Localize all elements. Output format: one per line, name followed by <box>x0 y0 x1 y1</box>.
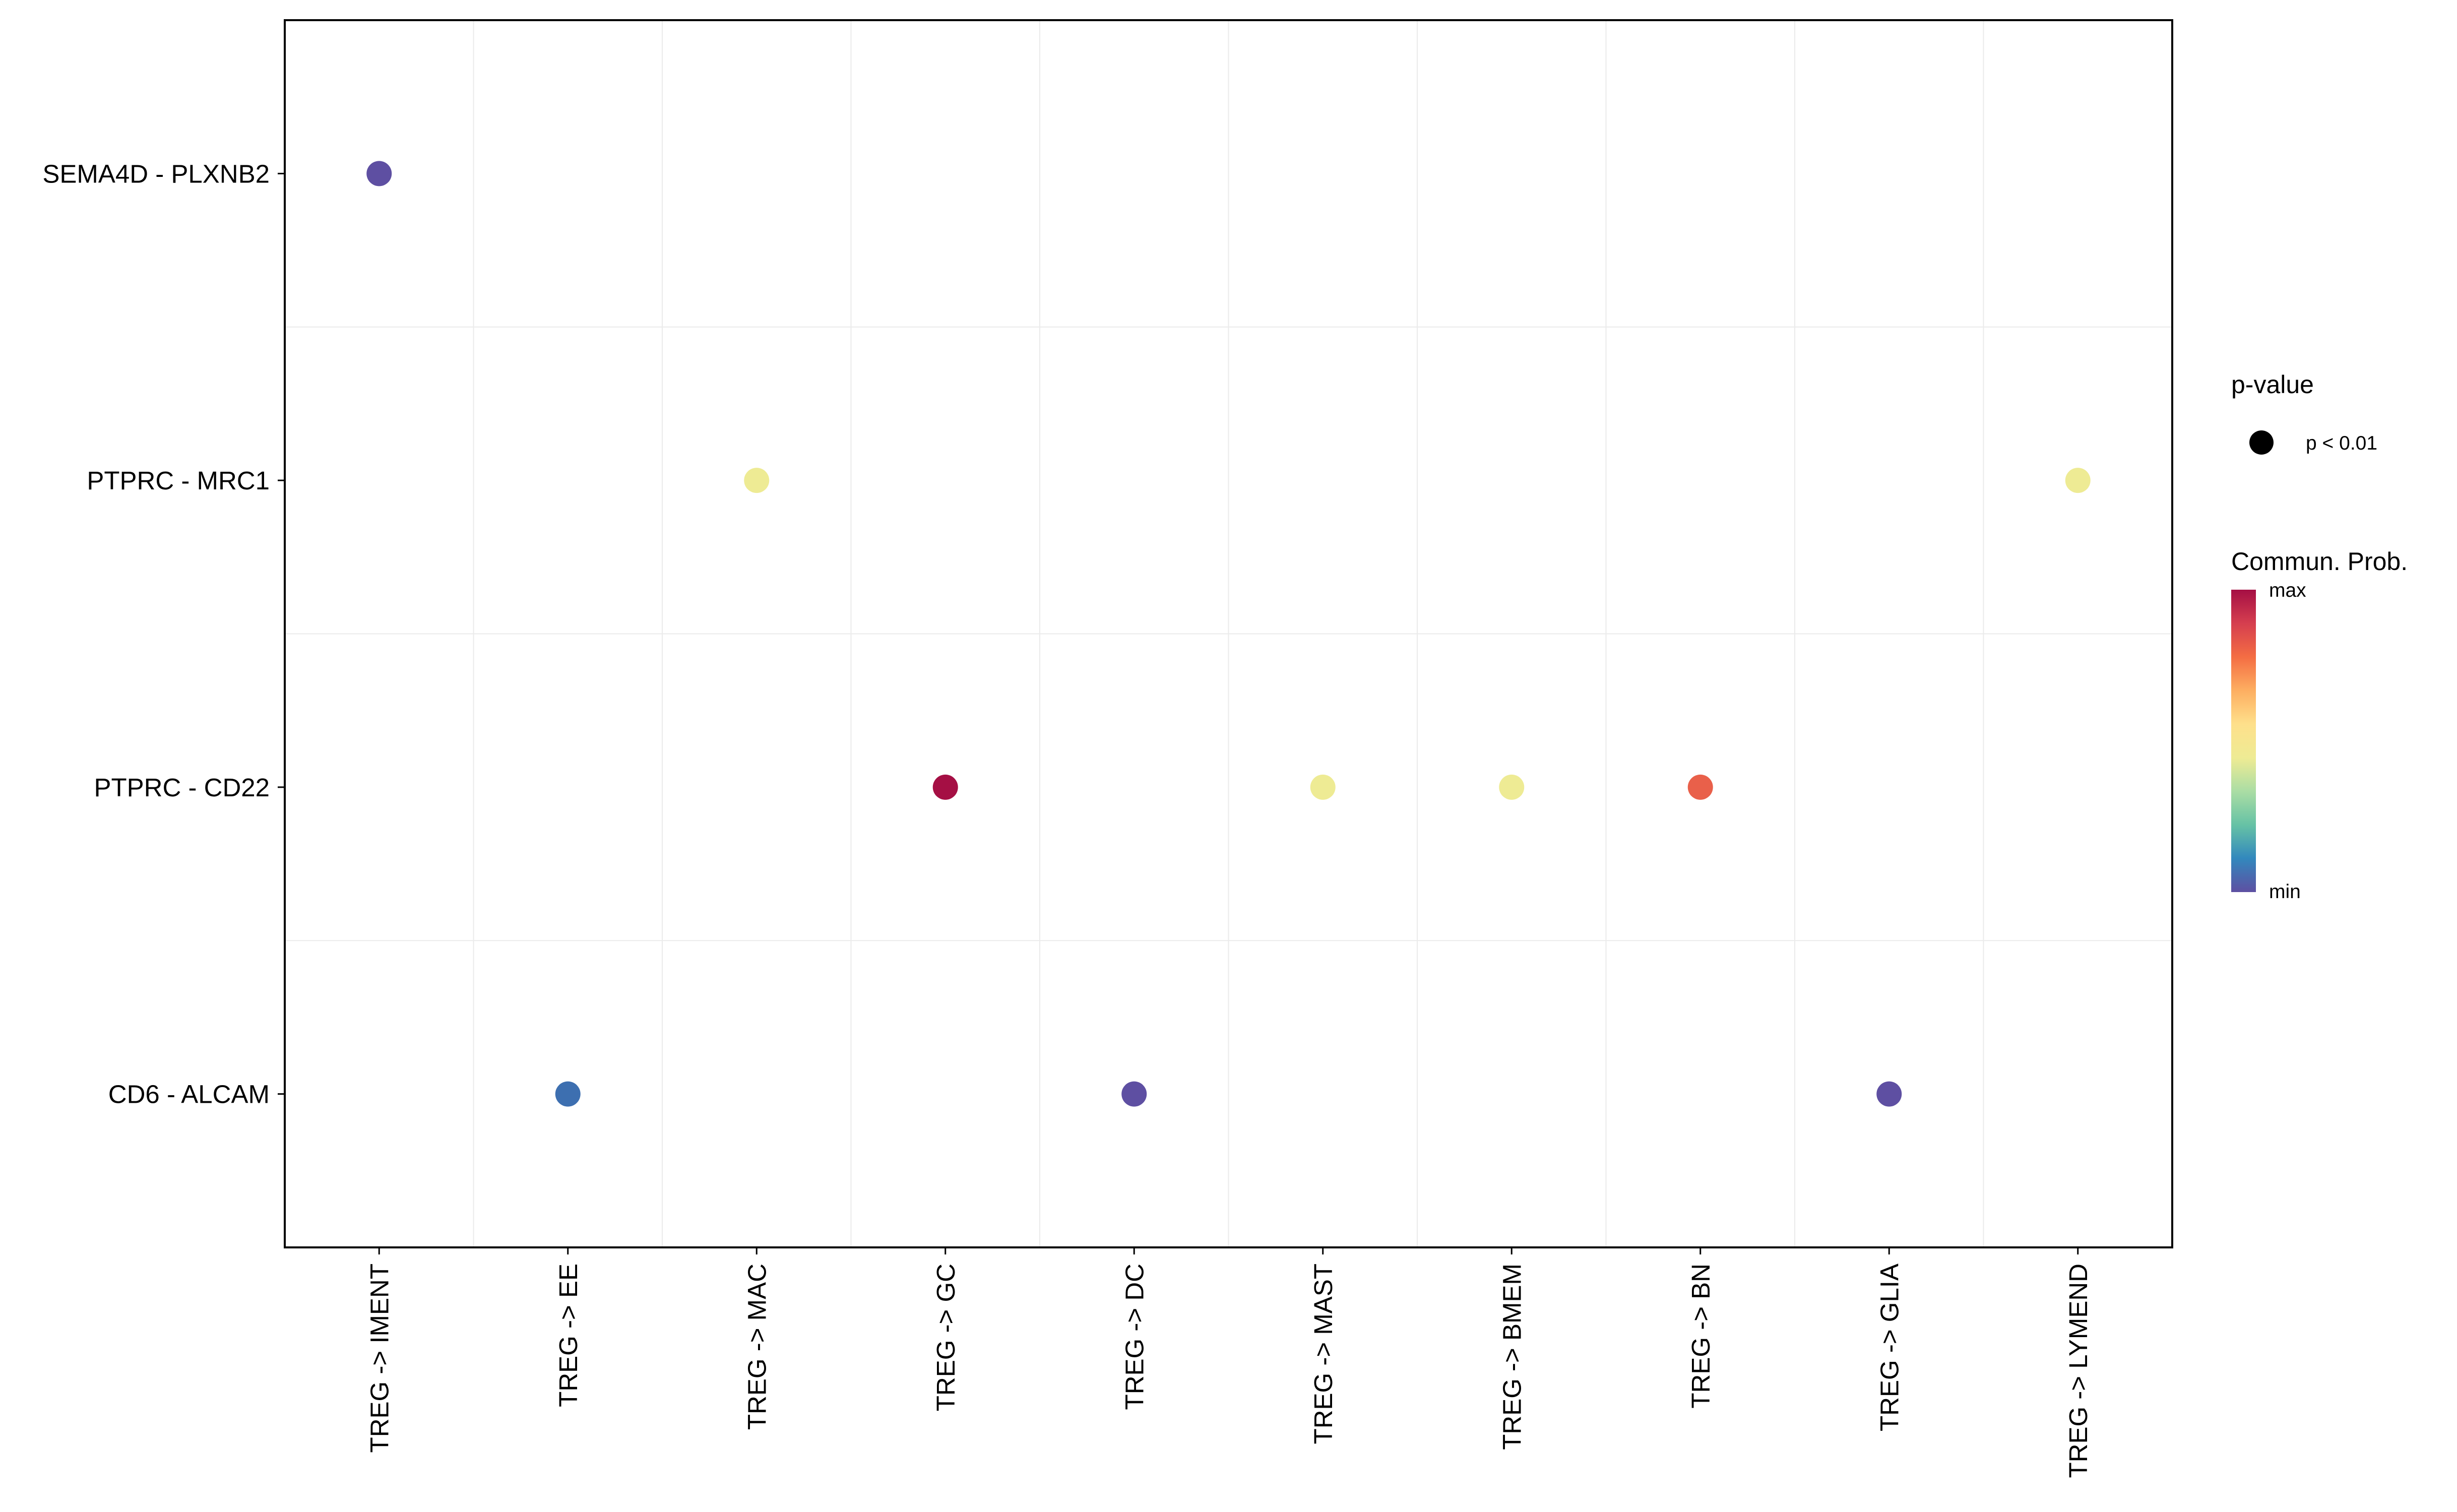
data-point <box>1310 774 1336 800</box>
x-tick-label: TREG -> MAST <box>1309 1264 1338 1444</box>
grid-lines <box>285 20 2172 1247</box>
data-point <box>366 161 392 186</box>
data-point <box>932 774 958 800</box>
y-tick-label: PTPRC - CD22 <box>94 773 270 802</box>
y-tick-label: PTPRC - MRC1 <box>87 466 270 495</box>
x-tick-label: TREG -> GC <box>931 1264 960 1411</box>
pvalue-legend-title: p-value <box>2231 370 2314 399</box>
data-points <box>366 161 2091 1107</box>
legends: p-value p < 0.01 Commun. Prob. max min <box>2231 370 2408 903</box>
y-tick-label: CD6 - ALCAM <box>108 1080 270 1109</box>
pvalue-legend-label: p < 0.01 <box>2306 432 2377 454</box>
x-tick-label: TREG -> EE <box>554 1264 583 1407</box>
x-tick-label: TREG -> GLIA <box>1875 1264 1904 1431</box>
colorbar-max-label: max <box>2269 580 2306 601</box>
x-tick-label: TREG -> LYMEND <box>2064 1264 2093 1478</box>
data-point <box>744 468 770 493</box>
data-point <box>1687 774 1713 800</box>
y-axis: SEMA4D - PLXNB2 PTPRC - MRC1 PTPRC - CD22 C… <box>42 159 285 1109</box>
x-tick-label: TREG -> BMEM <box>1497 1264 1526 1450</box>
x-tick-label: TREG -> BN <box>1686 1264 1715 1409</box>
pvalue-legend-key <box>2249 430 2274 455</box>
data-point <box>555 1081 581 1107</box>
colorbar-title: Commun. Prob. <box>2231 547 2408 576</box>
data-point <box>1499 774 1525 800</box>
x-tick-label: TREG -> IMENT <box>365 1264 394 1453</box>
x-tick-label: TREG -> DC <box>1120 1264 1149 1410</box>
colorbar <box>2231 590 2256 892</box>
data-point <box>1121 1081 1147 1107</box>
colorbar-min-label: min <box>2269 881 2301 903</box>
data-point <box>2065 468 2091 493</box>
data-point <box>1876 1081 1902 1107</box>
x-axis: TREG -> IMENT TREG -> EE TREG -> MAC TREG -… <box>365 1247 2093 1478</box>
plot-panel-border <box>284 19 2173 1248</box>
x-tick-label: TREG -> MAC <box>742 1264 771 1430</box>
y-tick-label: SEMA4D - PLXNB2 <box>42 159 270 188</box>
